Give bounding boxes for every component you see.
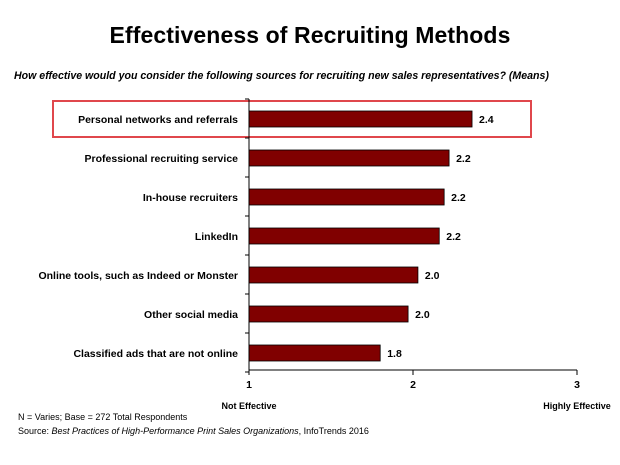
category-label: Classified ads that are not online xyxy=(73,348,238,360)
value-label: 2.0 xyxy=(415,309,430,321)
source-title: Best Practices of High-Performance Print… xyxy=(51,426,299,436)
value-labels: 2.4 2.2 2.2 2.2 2.0 2.0 1.8 xyxy=(387,114,494,360)
bar-5 xyxy=(248,305,409,323)
source-prefix: Source: xyxy=(18,426,52,436)
highlight-box xyxy=(52,100,532,138)
respondent-note: N = Varies; Base = 272 Total Respondents xyxy=(18,412,188,422)
x-axis-min-label: Not Effective xyxy=(221,401,276,411)
x-tick-label: 1 xyxy=(246,379,252,391)
bars xyxy=(248,110,473,362)
category-labels: Personal networks and referrals Professio… xyxy=(38,114,238,360)
value-label: 2.2 xyxy=(456,153,471,165)
value-label: 1.8 xyxy=(387,348,402,360)
category-label: In-house recruiters xyxy=(143,192,238,204)
bar-0 xyxy=(248,110,473,128)
highlight-rectangle xyxy=(52,100,532,138)
source-note: Source: Best Practices of High-Performan… xyxy=(18,426,369,436)
x-axis-max-label: Highly Effective xyxy=(543,401,611,411)
bar-3 xyxy=(248,227,440,245)
x-tick-label: 3 xyxy=(574,379,580,391)
category-label: Other social media xyxy=(144,309,238,321)
value-label: 2.4 xyxy=(479,114,494,126)
category-label: Online tools, such as Indeed or Monster xyxy=(38,270,238,282)
value-label: 2.2 xyxy=(446,231,461,243)
bar-6 xyxy=(248,344,381,362)
x-tick-label: 2 xyxy=(410,379,416,391)
category-label: Professional recruiting service xyxy=(85,153,239,165)
category-label: Personal networks and referrals xyxy=(78,114,238,126)
category-label: LinkedIn xyxy=(195,231,238,243)
bar-4 xyxy=(248,266,419,284)
value-label: 2.2 xyxy=(451,192,466,204)
value-label: 2.0 xyxy=(425,270,440,282)
bar-1 xyxy=(248,149,450,167)
axes: 1 2 3 Not Effective Highly Effective xyxy=(221,98,611,411)
source-suffix: , InfoTrends 2016 xyxy=(298,426,369,436)
chart-subtitle: How effective would you consider the fol… xyxy=(14,70,549,82)
chart-title: Effectiveness of Recruiting Methods xyxy=(109,22,511,48)
bar-2 xyxy=(248,188,445,206)
